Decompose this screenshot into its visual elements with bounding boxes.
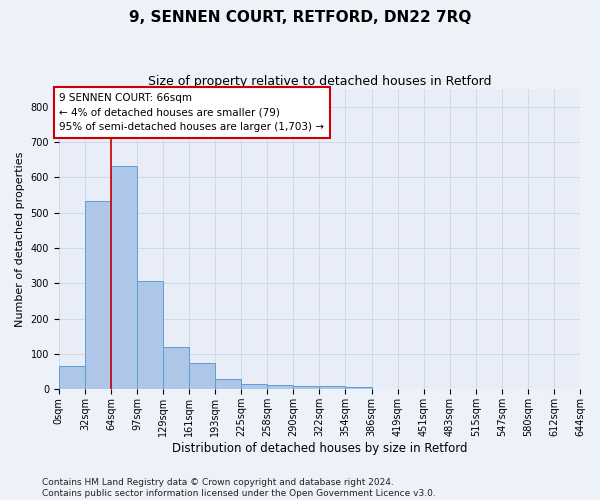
Bar xyxy=(267,384,293,390)
Text: Contains HM Land Registry data © Crown copyright and database right 2024.
Contai: Contains HM Land Registry data © Crown c… xyxy=(42,478,436,498)
Bar xyxy=(111,166,137,390)
X-axis label: Distribution of detached houses by size in Retford: Distribution of detached houses by size … xyxy=(172,442,467,455)
Bar xyxy=(241,384,267,390)
Bar xyxy=(163,347,189,390)
Text: 9, SENNEN COURT, RETFORD, DN22 7RQ: 9, SENNEN COURT, RETFORD, DN22 7RQ xyxy=(129,10,471,25)
Bar xyxy=(189,363,215,390)
Bar xyxy=(137,280,163,390)
Title: Size of property relative to detached houses in Retford: Size of property relative to detached ho… xyxy=(148,75,491,88)
Bar xyxy=(85,201,111,390)
Text: 9 SENNEN COURT: 66sqm
← 4% of detached houses are smaller (79)
95% of semi-detac: 9 SENNEN COURT: 66sqm ← 4% of detached h… xyxy=(59,92,324,132)
Bar xyxy=(346,387,371,390)
Bar xyxy=(215,380,241,390)
Bar xyxy=(319,386,346,390)
Bar xyxy=(293,386,319,390)
Y-axis label: Number of detached properties: Number of detached properties xyxy=(15,152,25,327)
Bar xyxy=(59,366,85,390)
